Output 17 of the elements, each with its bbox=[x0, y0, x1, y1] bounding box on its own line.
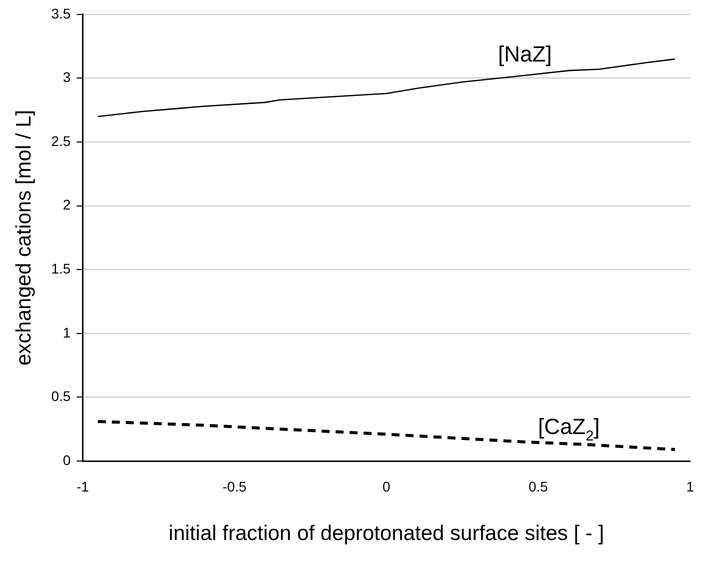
y-tick-label: 3.5 bbox=[51, 5, 71, 22]
y-tick-label: 2 bbox=[62, 196, 71, 213]
y-axis-title: exchanged cations [mol / L] bbox=[12, 110, 36, 366]
x-tick-label: 1 bbox=[686, 478, 694, 494]
y-tick-label: 0 bbox=[62, 452, 71, 468]
line-series bbox=[96, 420, 676, 452]
x-tick-label: 0.5 bbox=[528, 478, 548, 494]
y-tick-label: 1 bbox=[62, 324, 71, 340]
x-tick-label: 0 bbox=[382, 478, 390, 494]
y-tick-label: 3 bbox=[62, 69, 71, 86]
y-tick-label: 2.5 bbox=[51, 132, 71, 149]
x-axis-title: initial fraction of deprotonated surface sites [ - ] bbox=[168, 522, 604, 546]
y-tick-label: 0.5 bbox=[51, 388, 71, 404]
x-tick-label: -0.5 bbox=[222, 478, 247, 494]
y-tick-label: 1.5 bbox=[51, 260, 71, 276]
x-tick-label: -1 bbox=[76, 478, 90, 494]
series-label: [NaZ] bbox=[498, 42, 552, 67]
